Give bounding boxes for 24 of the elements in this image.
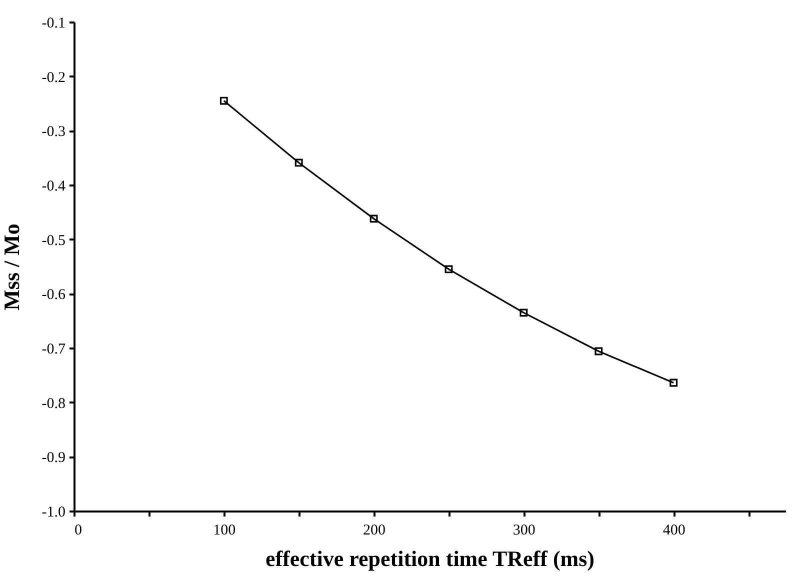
point [520, 308, 528, 317]
y-tick-label: -0.1 [42, 16, 66, 32]
x-tick-label: 400 [662, 522, 686, 538]
y-tick-label: -0.2 [42, 70, 66, 86]
x-tick-label: 200 [363, 522, 386, 538]
y-axis-title: Mss / Mo [0, 224, 24, 310]
point [294, 158, 303, 167]
y-tick-label: -0.6 [42, 287, 66, 304]
y-tick-label: -1.0 [42, 504, 66, 520]
y-tick-label: -0.8 [42, 396, 66, 412]
x-axis-title: effective repetition time TReff (ms) [264, 546, 596, 572]
point [370, 214, 378, 223]
x-tick-label: 0 [74, 522, 82, 538]
y-tick-label: -0.4 [42, 178, 66, 194]
y-tick-label: -0.3 [42, 124, 66, 140]
point [220, 96, 228, 105]
point [594, 347, 603, 356]
y-tick-label: -0.9 [42, 450, 66, 466]
point [444, 265, 453, 274]
x-tick-label: 300 [512, 522, 536, 538]
y-tick-label: -0.7 [42, 342, 66, 358]
point [670, 378, 678, 387]
y-tick-label: -0.5 [42, 232, 66, 249]
x-tick-label: 100 [213, 522, 236, 538]
